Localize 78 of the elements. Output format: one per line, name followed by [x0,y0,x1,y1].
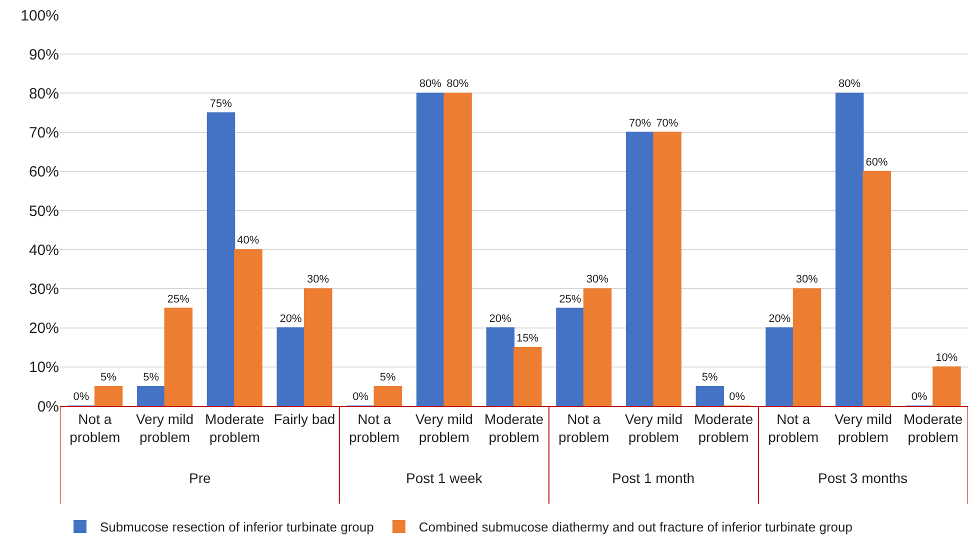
bar [696,386,724,406]
x-tick-label: Moderate problem [205,410,264,445]
text: Post 1 week [406,470,484,486]
data-label: 70% [656,117,678,130]
bar [304,288,332,406]
bar [374,386,402,406]
data-label: 60% [866,156,888,168]
y-tick-label: 70% [28,124,59,142]
x-tick-label: Very mild problem [834,410,892,445]
bar [835,92,864,406]
y-tick-label: 10% [28,359,59,376]
data-label: 40% [237,234,260,247]
data-label: 20% [768,312,791,325]
bar [626,132,654,406]
y-tick-label: 100% [20,7,59,24]
data-label: 5% [702,371,718,384]
bar [792,288,822,406]
bar [234,249,262,406]
data-label: 5% [143,371,160,384]
x-tick-label: Fairly bad [274,410,336,427]
x-tick-label: Not a problem [70,410,120,445]
data-label: 20% [280,312,302,325]
data-label: 0% [352,391,369,403]
bar [862,170,891,406]
data-label: 0% [73,391,90,403]
data-label: 30% [796,274,818,286]
y-tick-label: 20% [28,320,59,338]
x-tick-label: Moderate problem [484,410,544,445]
legend-label: Submucose resection of inferior turbinate group [100,520,374,535]
data-label: 25% [559,293,582,306]
data-label: 15% [516,332,539,344]
data-label: 80% [838,78,861,90]
bar [94,386,123,406]
data-label: 30% [306,274,330,286]
bar [416,92,445,406]
text: Post 1 month [612,470,694,486]
data-label: 5% [380,371,396,384]
text: Post 3 months [818,470,908,486]
bar [766,327,794,406]
x-tick-label: Very mild problem [415,410,473,445]
bar [137,386,166,406]
bar [556,308,584,406]
bar [164,308,193,406]
x-tick-label: Moderate problem [904,410,963,445]
y-tick-label: 90% [28,46,59,64]
data-label: 25% [167,293,190,306]
bar [583,288,612,406]
data-label: 30% [586,274,609,286]
data-label: 5% [100,371,117,384]
data-label: 0% [911,391,928,403]
data-label: 70% [628,117,652,130]
x-tick-label: Moderate problem [694,410,754,445]
data-label: 10% [936,352,958,364]
data-label: 80% [419,78,442,90]
y-tick-label: 60% [28,164,59,181]
bar [206,112,236,406]
bar [514,346,542,406]
bar [276,327,305,406]
y-tick-label: 40% [28,242,59,259]
x-tick-label: Very mild problem [136,410,194,445]
bar [486,327,514,406]
y-tick-label: 80% [28,85,59,102]
bar [444,92,472,406]
data-label: 80% [446,78,469,90]
y-tick-label: 0% [37,398,59,416]
x-tick-label: Very mild problem [624,410,682,445]
x-tick-label: Not a problem [349,410,400,445]
bar [932,366,961,406]
legend-label: Combined submucose diathermy and out fracture of inferior turbinate group [418,520,852,535]
bar [653,132,682,406]
data-label: 20% [489,312,512,325]
x-tick-label: Not a problem [768,410,819,445]
data-label: 0% [729,391,746,403]
data-label: 75% [210,98,232,110]
y-tick-label: 50% [28,202,59,220]
y-tick-label: 30% [28,280,59,298]
text: Pre [189,470,211,486]
x-tick-label: Not a problem [558,410,610,445]
